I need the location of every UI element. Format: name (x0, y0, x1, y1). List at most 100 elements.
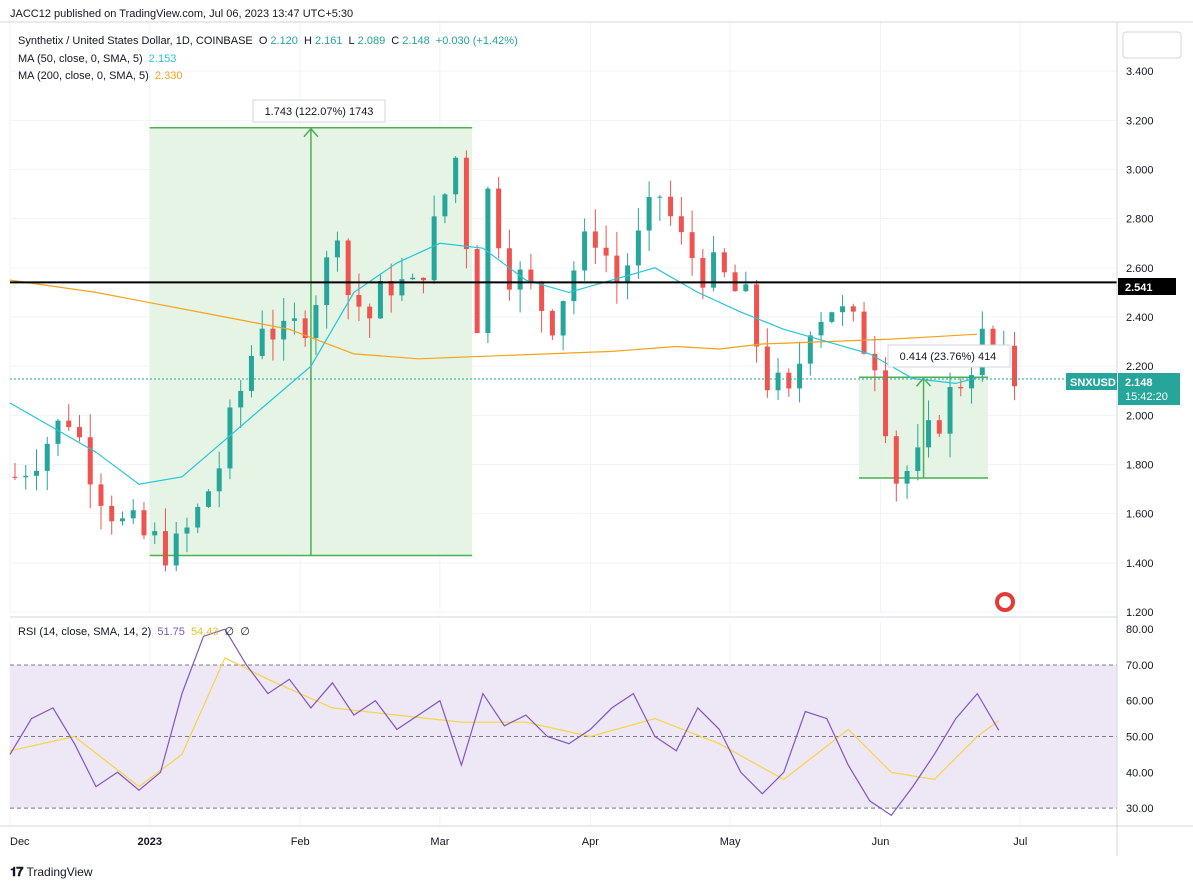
range1-label-box (252, 99, 386, 123)
candle-body (302, 318, 308, 339)
time-tick-label: 2023 (137, 836, 161, 848)
ohlc-l: 2.089 (357, 35, 386, 47)
publisher: JACC12 published on TradingView.com, Jul… (10, 8, 354, 20)
candle-body (926, 420, 932, 448)
candle-body (990, 328, 996, 351)
price-tick-label: 2.000 (1126, 410, 1154, 422)
range2-label: 0.414 (23.76%) 414 (900, 351, 997, 363)
candle-body (872, 353, 878, 371)
candle-body (904, 470, 910, 484)
candle-body (109, 505, 115, 522)
candle-body (936, 420, 942, 434)
candle-body (485, 188, 491, 334)
price-tick-label: 1.600 (1126, 509, 1154, 521)
candle-body (33, 470, 39, 476)
candle-body (173, 533, 179, 566)
last-price-box (1118, 373, 1180, 405)
price-tick-label: 1.800 (1126, 460, 1154, 472)
ma200-legend[interactable]: MA (200, close, 0, SMA, 5) 2.330 (18, 70, 185, 82)
time-tick-label: May (720, 836, 741, 848)
candle-body (797, 363, 803, 389)
candle-body (850, 306, 856, 312)
candle-body (216, 468, 222, 492)
candle-body (506, 248, 512, 290)
tradingview-logo[interactable]: 𝟏𝟕 TradingView (10, 864, 93, 880)
time-tick-label: Jul (1013, 836, 1027, 848)
candle-body (87, 437, 93, 485)
candle-body (463, 157, 469, 250)
ma200-line (9, 279, 978, 360)
candle-body (689, 232, 695, 259)
candle-body (431, 216, 437, 281)
candle-body (958, 386, 964, 389)
price-tick-label: 3.000 (1126, 165, 1154, 177)
candle-body (195, 506, 201, 528)
rsi-line (9, 628, 1000, 817)
candle-body (840, 306, 846, 313)
candle-body (367, 306, 373, 319)
candle-body (141, 510, 147, 536)
price-range-2[interactable] (859, 376, 989, 479)
candle-body (829, 312, 835, 322)
candle-body (377, 281, 383, 319)
rsi-tick-label: 70.00 (1126, 660, 1154, 672)
candle-body (334, 240, 340, 258)
ma200-label: MA (200, close, 0, SMA, 5) (18, 70, 149, 82)
candle-body (1012, 345, 1018, 387)
ohlc-o: 2.120 (270, 35, 298, 47)
rsi-tick-label: 60.00 (1126, 696, 1154, 708)
ma50-legend[interactable]: MA (50, close, 0, SMA, 5) 2.153 (18, 53, 179, 65)
candle-body (66, 420, 72, 428)
candle-body (883, 370, 889, 437)
candle-body (55, 420, 61, 444)
candle-body (614, 255, 620, 282)
candle-body (743, 284, 749, 292)
candle-body (442, 194, 448, 217)
price-tick-label: 2.200 (1126, 361, 1154, 373)
axis-labels: 1.200 1.400 1.600 1.800 2.000 2.200 2.400 2.600… (10, 66, 1154, 848)
candle-body (711, 252, 717, 288)
ma50-label: MA (50, close, 0, SMA, 5) (18, 53, 143, 65)
candle-body (657, 196, 663, 198)
candle-body (313, 305, 319, 339)
candle-body (474, 249, 480, 334)
price-tick-label: 2.400 (1126, 312, 1154, 324)
rsi-legend[interactable]: RSI (14, close, SMA, 14, 2) 51.75 54.43 … (18, 625, 253, 638)
time-tick-label: Mar (430, 836, 449, 848)
candle-body (539, 282, 545, 311)
candle-body (668, 196, 674, 217)
candle-body (775, 372, 781, 391)
candle-body (12, 476, 18, 478)
ma200-value: 2.330 (154, 70, 183, 82)
rsi-value: 51.75 (157, 626, 185, 638)
candle-body (162, 531, 168, 566)
candle-body (184, 527, 190, 534)
candle-body (678, 216, 684, 233)
price-tick-label: 3.400 (1126, 66, 1154, 78)
candle-body (453, 157, 459, 195)
candle-body (947, 386, 953, 434)
range2-label-box (887, 344, 1011, 368)
candle-body (388, 281, 394, 296)
top-right-button[interactable] (1122, 31, 1182, 59)
us-flag-icon-inner (999, 596, 1011, 608)
candle-body (582, 231, 588, 271)
time-tick-label: Dec (10, 836, 30, 848)
ma50-line (9, 242, 978, 485)
candle-body (807, 335, 813, 364)
candle-body (227, 407, 233, 469)
rsi-ma-value: 54.43 (190, 626, 219, 638)
candle-body (893, 436, 899, 484)
candle-body (23, 475, 29, 478)
ohlc-l-label: L (348, 35, 355, 47)
candle-body (646, 196, 652, 231)
price-range-1[interactable] (149, 126, 473, 557)
candle-body (130, 510, 136, 519)
candle-body (259, 328, 265, 357)
price-tick-label: 2.800 (1126, 214, 1154, 226)
ohlc-h: 2.161 (314, 35, 343, 47)
candle-body (152, 531, 158, 536)
price-tick-label: 3.200 (1126, 115, 1154, 127)
symbol-title[interactable]: Synthetix / United States Dollar, 1D, CO… (18, 35, 253, 47)
